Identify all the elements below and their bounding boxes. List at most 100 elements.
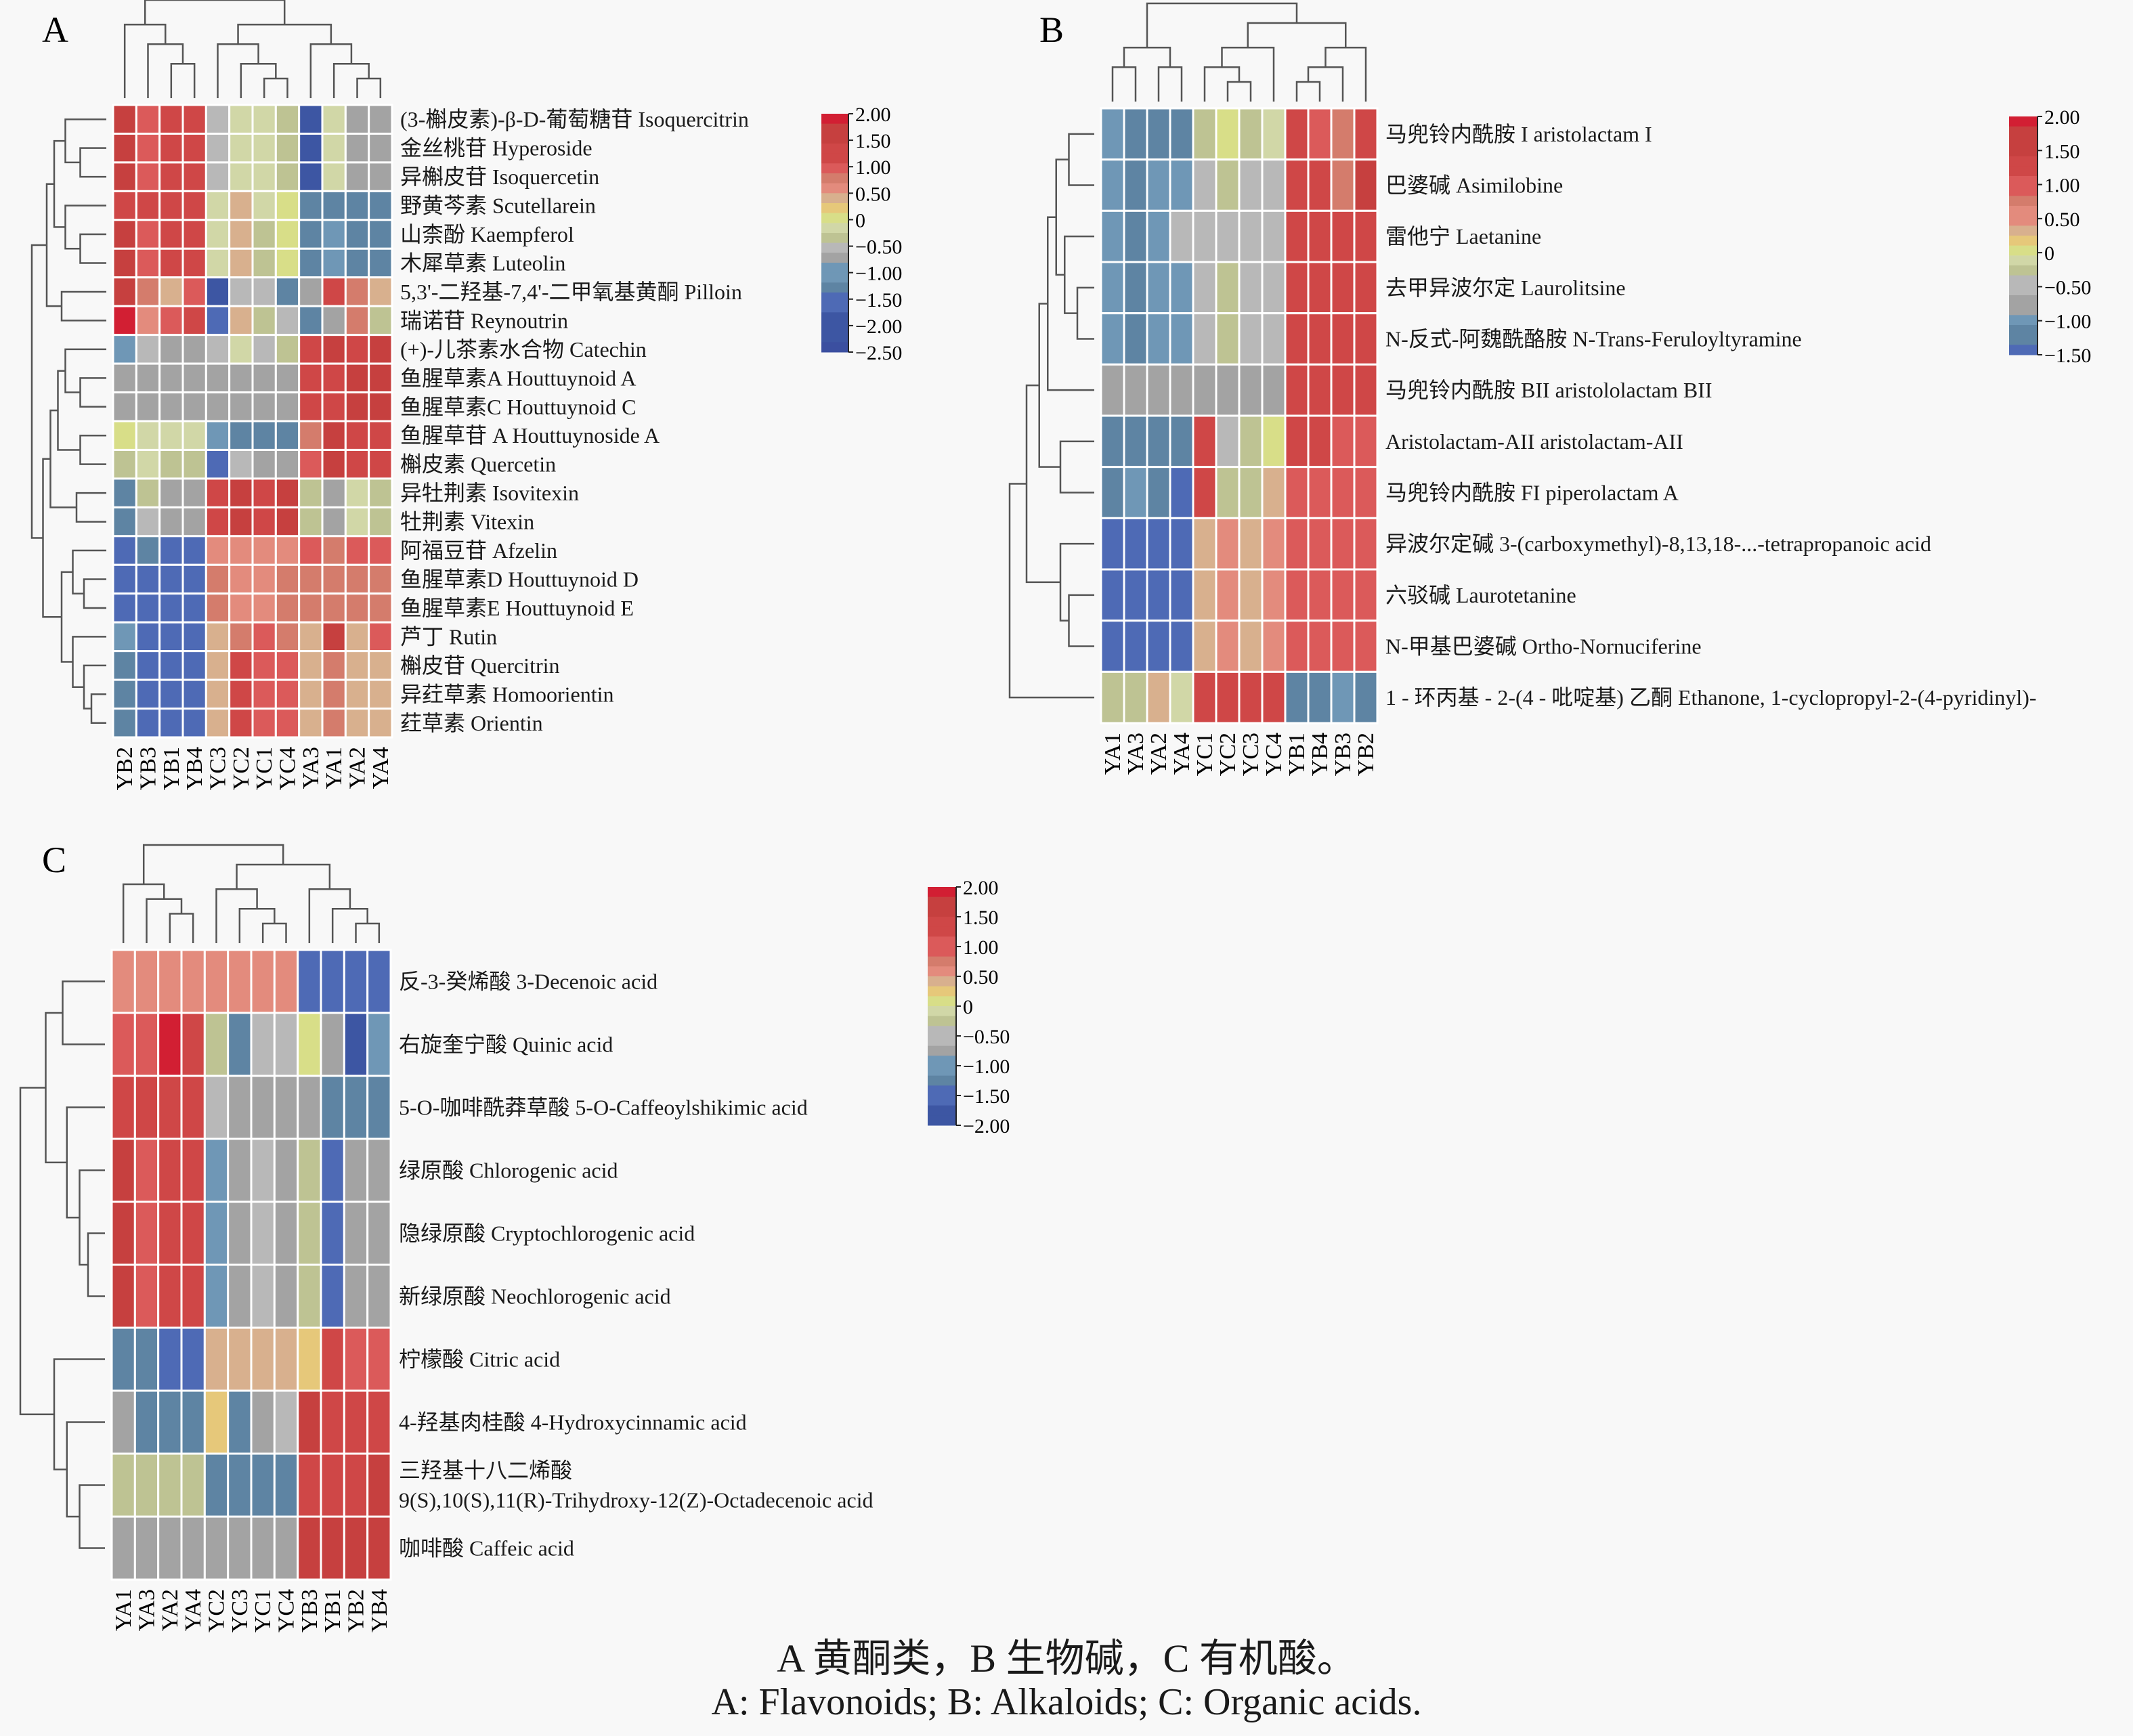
heatmap-cell [157, 1075, 183, 1140]
heatmap-cell [204, 678, 231, 710]
colorbar-segment [928, 917, 956, 928]
dendrogram-link [19, 1087, 54, 1416]
colorbar-segment [928, 907, 956, 917]
dendrogram-link [356, 77, 382, 98]
heatmap-cell [321, 247, 347, 279]
heatmap-cell [321, 477, 347, 508]
heatmap-cell [181, 535, 207, 566]
row-label: (3-槲皮素)-β-D-葡萄糖苷 Isoquercitrin [400, 107, 749, 131]
heatmap-cell [344, 621, 370, 653]
heatmap-cell [1215, 158, 1241, 212]
row-label: 5,3'-二羟基-7,4'-二甲氧基黄酮 Pilloin [400, 280, 742, 304]
heatmap-cell [321, 420, 347, 451]
heatmap-cell [1284, 261, 1310, 315]
dendrogram-link [60, 571, 73, 663]
heatmap-cell [228, 190, 254, 221]
heatmap-cell [321, 708, 347, 739]
heatmap-cell [343, 1075, 369, 1140]
colorbar-segment [928, 1066, 956, 1077]
heatmap-cell [1261, 107, 1287, 161]
heatmap-cell [133, 1515, 160, 1581]
heatmap-cell [1353, 568, 1379, 622]
heatmap-cell [204, 535, 231, 566]
heatmap-cell [203, 1200, 230, 1266]
heatmap-cell [251, 477, 277, 508]
dendrogram-link [64, 204, 106, 250]
heatmap-cell [366, 1012, 392, 1077]
heatmap-cell [1353, 209, 1379, 263]
heatmap-cell [180, 1263, 206, 1329]
column-label: YA3 [299, 747, 324, 789]
heatmap-cell [1192, 209, 1218, 263]
column-label: YC4 [1262, 733, 1287, 776]
heatmap-cell [227, 949, 253, 1014]
heatmap-cell [1169, 466, 1194, 519]
colorbar-segment [928, 936, 956, 947]
heatmap-cell [112, 420, 137, 451]
row-label: (+)-儿茶素水合物 Catechin [400, 337, 647, 362]
colorbar-segment [821, 114, 848, 125]
heatmap-cell [368, 104, 393, 135]
row-label: 马兜铃内酰胺 BII aristololactam BII [1385, 378, 1712, 402]
heatmap-cell [274, 708, 301, 739]
heatmap-cell [298, 219, 324, 250]
heatmap-cell [112, 190, 137, 221]
heatmap-cell [1261, 620, 1287, 673]
heatmap-cell [343, 1263, 369, 1329]
dendrogram-link [1111, 66, 1137, 102]
colorbar-tick-label: 1.00 [855, 156, 891, 179]
column-label: YA4 [368, 747, 393, 789]
heatmap-cell [1215, 568, 1241, 622]
colorbar-segment [928, 966, 956, 977]
heatmap-cell [368, 276, 393, 307]
heatmap-cell [298, 477, 324, 508]
heatmap-cell [344, 563, 370, 595]
heatmap-cell [203, 1137, 230, 1203]
colorbar-segment [928, 947, 956, 957]
column-label: YC1 [252, 747, 277, 790]
heatmap-cell [344, 420, 370, 451]
heatmap-cell [343, 1515, 369, 1581]
heatmap-cell [227, 1075, 253, 1140]
heatmap-cell [204, 708, 231, 739]
heatmap-cell [273, 949, 299, 1014]
heatmap-cell [158, 104, 184, 135]
row-label: 右旋奎宁酸 Quinic acid [399, 1033, 613, 1057]
heatmap-cell [135, 247, 161, 279]
colorbar-segment [2009, 285, 2038, 296]
heatmap-cell [157, 949, 183, 1014]
heatmap-cell [320, 1012, 345, 1077]
heatmap-cell [228, 621, 254, 653]
dendrogram-link [263, 77, 288, 98]
heatmap-cell [298, 362, 324, 394]
row-label: Aristolactam-AII aristolactam-AII [1385, 429, 1683, 454]
column-label: YB4 [182, 747, 207, 790]
dendrogram-link [79, 147, 106, 178]
heatmap-cell [1169, 312, 1194, 366]
dendrogram-link [1055, 158, 1069, 276]
dendrogram-link [1059, 542, 1094, 622]
heatmap-cell [1215, 209, 1241, 263]
colorbar-segment [928, 1056, 956, 1066]
row-label: 咖啡酸 Caffeic acid [399, 1536, 574, 1561]
heatmap-cell [1307, 312, 1333, 366]
dendrogram-link [72, 549, 106, 594]
row-label: 异槲皮苷 Isoquercetin [400, 165, 599, 189]
heatmap-cell [1284, 568, 1310, 622]
heatmap-cell [1238, 363, 1264, 417]
heatmap-cell [250, 1389, 276, 1455]
colorbar-segment [2009, 236, 2038, 246]
colorbar-segment [821, 332, 848, 343]
heatmap-cell [344, 362, 370, 394]
heatmap-cell [133, 1137, 160, 1203]
colorbar-segment [821, 263, 848, 274]
heatmap-cell [1261, 568, 1287, 622]
heatmap-cell [1169, 620, 1194, 673]
row-label: N-反式-阿魏酰酪胺 N-Trans-Feruloyltyramine [1385, 327, 1802, 351]
heatmap-cell [228, 420, 254, 451]
heatmap-cell [1215, 414, 1241, 469]
heatmap-cell [1284, 620, 1310, 673]
row-label: 荭草素 Orientin [400, 711, 543, 735]
heatmap-cell [1284, 107, 1310, 161]
